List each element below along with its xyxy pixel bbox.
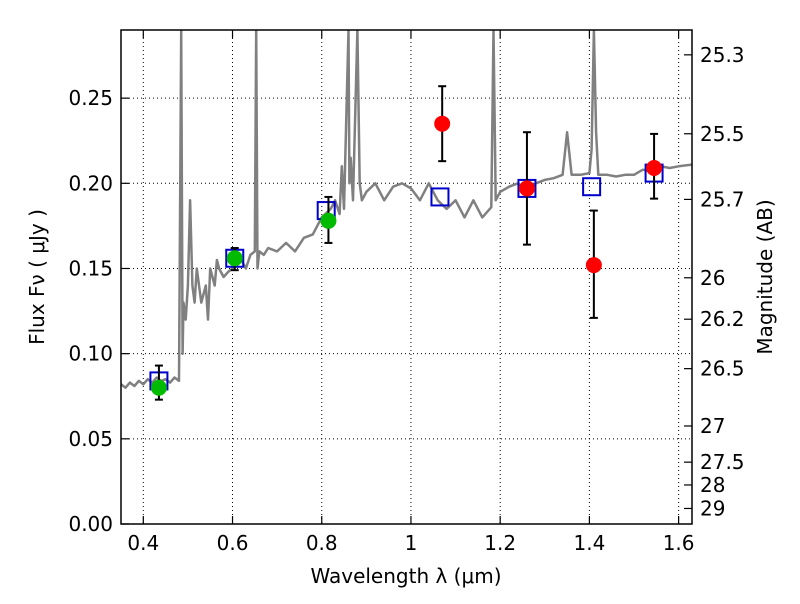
x-tick-label: 1.4 [573, 531, 605, 555]
model-flux-square [430, 187, 450, 207]
photometry-point [646, 159, 663, 176]
x-tick-label: 0.8 [306, 531, 338, 555]
template-spectrum-line [121, 30, 692, 389]
x-axis-label: Wavelength λ (μm) [310, 564, 501, 588]
y-tick-label: 0.10 [68, 342, 113, 366]
series-layer [121, 30, 692, 401]
y-axis-label-left: Flux Fν ( μJy ) [25, 209, 49, 345]
y-tick-label: 0.25 [68, 86, 113, 110]
right-tick-label: 25.3 [700, 43, 745, 67]
right-tick-label: 26.2 [700, 307, 745, 331]
x-tick-label: 1 [405, 531, 418, 555]
right-tick-label: 25.7 [700, 187, 745, 211]
photometry-point [320, 212, 337, 229]
x-tick-label: 1.6 [663, 531, 695, 555]
model-flux-square [582, 177, 602, 197]
x-tick-label: 0.6 [217, 531, 249, 555]
photometry-point [434, 115, 451, 132]
x-tick-label: 0.4 [127, 531, 159, 555]
y-tick-label: 0.20 [68, 171, 113, 195]
plot-frame [120, 29, 693, 525]
photometry-point [585, 257, 602, 274]
y-tick-label: 0.15 [68, 256, 113, 280]
right-tick-label: 27 [700, 414, 725, 438]
label-layer: Wavelength λ (μm) Flux Fν ( μJy ) Magnit… [25, 199, 777, 588]
right-tick-label: 28 [700, 473, 725, 497]
x-tick-label: 1.2 [484, 531, 516, 555]
y-tick-label: 0.00 [68, 512, 113, 536]
y-tick-label: 0.05 [68, 427, 113, 451]
photometry-point [518, 180, 535, 197]
right-tick-label: 29 [700, 496, 725, 520]
right-tick-label: 27.5 [700, 450, 745, 474]
right-tick-label: 25.5 [700, 122, 745, 146]
right-tick-label: 26 [700, 266, 725, 290]
axis-layer: 0.4 0.6 0.8 1 1.2 1.4 1.6 0.00 0.05 0.10 0.15 0.20 0… [68, 29, 745, 555]
y-axis-label-right: Magnitude (AB) [753, 199, 777, 354]
photometry-point [150, 379, 167, 396]
right-tick-label: 26.5 [700, 357, 745, 381]
photometry-point [226, 250, 243, 267]
